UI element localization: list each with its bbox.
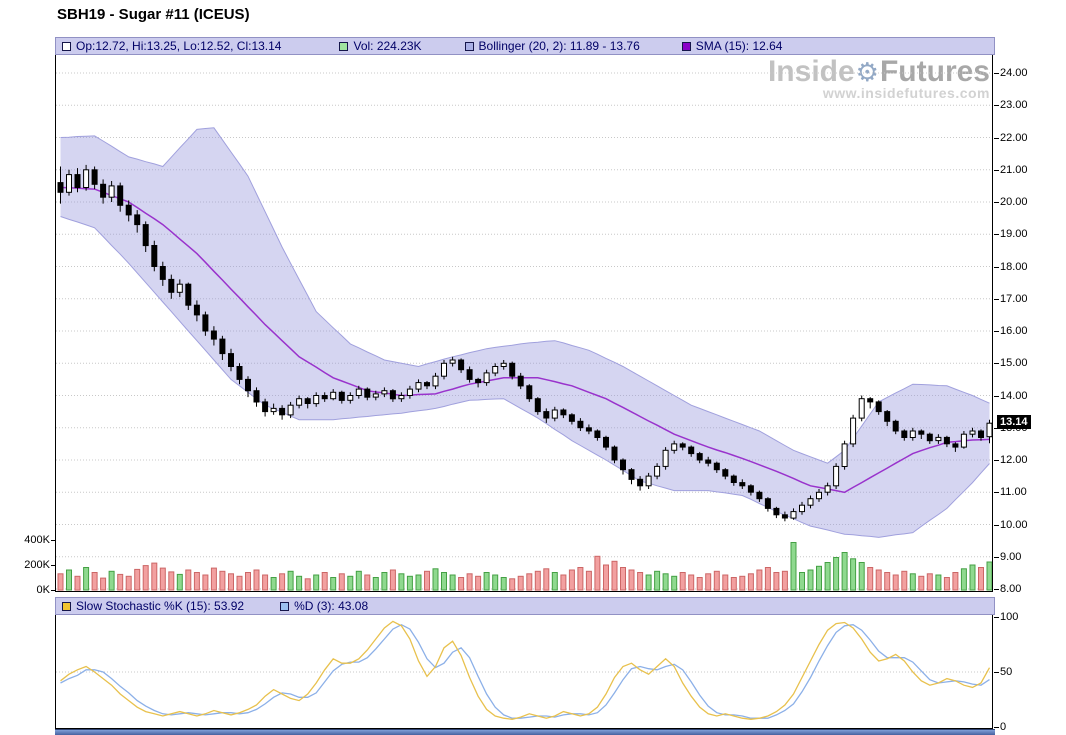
- volume-axis-label: 200K: [24, 559, 50, 571]
- volume-legend-item: Vol: 224.23K: [339, 39, 422, 53]
- y-axis-tick: [994, 557, 999, 558]
- sma-legend-item: SMA (15): 12.64: [681, 39, 783, 53]
- y-axis-label: 11.00: [1000, 486, 1027, 498]
- y-axis-label: 22.00: [1000, 132, 1028, 144]
- y-axis-label: 20.00: [1000, 196, 1028, 208]
- bollinger-band-area: [60, 127, 990, 538]
- sma-swatch-icon: [681, 41, 691, 51]
- stoch-axis-label: 50: [1000, 666, 1013, 678]
- stoch-k-legend-label: Slow Stochastic %K (15): 53.92: [76, 599, 245, 613]
- volume-axis-label: 400K: [24, 534, 50, 546]
- y-axis-tick: [994, 299, 999, 300]
- y-axis-label: 10.00: [1000, 519, 1028, 531]
- stoch-d-legend-label: %D (3): 43.08: [294, 599, 369, 613]
- y-axis-tick: [994, 363, 999, 364]
- y-axis-tick: [994, 267, 999, 268]
- bollinger-lower-line: [60, 216, 990, 538]
- volume-swatch-icon: [339, 41, 349, 51]
- y-axis-label: 24.00: [1000, 67, 1028, 79]
- y-axis-tick: [994, 396, 999, 397]
- y-axis-label: 12.00: [1000, 454, 1028, 466]
- stoch-k-line: [60, 620, 991, 720]
- bollinger-upper-line: [60, 127, 990, 464]
- page-title: SBH19 - Sugar #11 (ICEUS): [57, 6, 250, 23]
- stoch-d-legend-item: %D (3): 43.08: [280, 599, 368, 613]
- y-axis-label: 15.00: [1000, 357, 1028, 369]
- bottom-panel-bar: [55, 729, 995, 735]
- ohlc-legend-label: Op:12.72, Hi:13.25, Lo:12.52, Cl:13.14: [76, 39, 282, 53]
- y-axis-label: 9.00: [1000, 551, 1022, 563]
- y-axis-label: 17.00: [1000, 293, 1028, 305]
- volume-axis-label: 0K: [36, 584, 50, 596]
- y-axis-tick: [994, 234, 999, 235]
- y-axis-label: 16.00: [1000, 325, 1028, 337]
- stoch-k-legend-item: Slow Stochastic %K (15): 53.92: [62, 599, 244, 613]
- y-axis-label: 8.00: [1000, 583, 1022, 595]
- ohlc-swatch-icon: [62, 41, 71, 51]
- ohlc-legend-item: Op:12.72, Hi:13.25, Lo:12.52, Cl:13.14: [62, 39, 281, 53]
- sma-line: [60, 186, 990, 494]
- y-axis-tick: [994, 73, 999, 74]
- y-axis-tick: [994, 460, 999, 461]
- bollinger-legend-label: Bollinger (20, 2): 11.89 - 13.76: [478, 39, 640, 53]
- stoch-d-swatch-icon: [280, 601, 290, 611]
- stoch-axis-label: 0: [1000, 721, 1007, 733]
- stoch-axis-label: 100: [1000, 611, 1019, 623]
- last-price-tag: 13.14: [997, 415, 1031, 429]
- main-legend-bar: Op:12.72, Hi:13.25, Lo:12.52, Cl:13.14 V…: [55, 37, 995, 55]
- y-axis-tick: [994, 105, 999, 106]
- y-axis-tick: [994, 525, 999, 526]
- bollinger-legend-item: Bollinger (20, 2): 11.89 - 13.76: [464, 39, 640, 53]
- y-axis-label: 19.00: [1000, 228, 1028, 240]
- stoch-d-line: [60, 623, 990, 719]
- y-axis-tick: [994, 202, 999, 203]
- y-axis-label: 23.00: [1000, 99, 1028, 111]
- stoch-axis-tick: [994, 727, 999, 728]
- sma-legend-label: SMA (15): 12.64: [695, 39, 783, 53]
- y-axis-tick: [994, 138, 999, 139]
- candlestick-series: [57, 164, 992, 522]
- price-chart-plot[interactable]: [55, 55, 993, 592]
- y-axis-tick: [994, 589, 999, 590]
- stoch-axis-tick: [994, 672, 999, 673]
- stoch-axis-tick: [994, 617, 999, 618]
- y-axis-label: 14.00: [1000, 390, 1028, 402]
- y-axis-label: 18.00: [1000, 261, 1028, 273]
- stochastic-legend-bar: Slow Stochastic %K (15): 53.92 %D (3): 4…: [55, 597, 995, 615]
- y-axis-tick: [994, 170, 999, 171]
- stoch-k-swatch-icon: [62, 601, 71, 611]
- y-axis-tick: [994, 331, 999, 332]
- volume-legend-label: Vol: 224.23K: [353, 39, 422, 53]
- y-axis-label: 21.00: [1000, 164, 1028, 176]
- y-axis-tick: [994, 492, 999, 493]
- stochastic-plot[interactable]: [55, 615, 993, 729]
- volume-bars: [57, 542, 992, 591]
- bollinger-swatch-icon: [464, 41, 474, 51]
